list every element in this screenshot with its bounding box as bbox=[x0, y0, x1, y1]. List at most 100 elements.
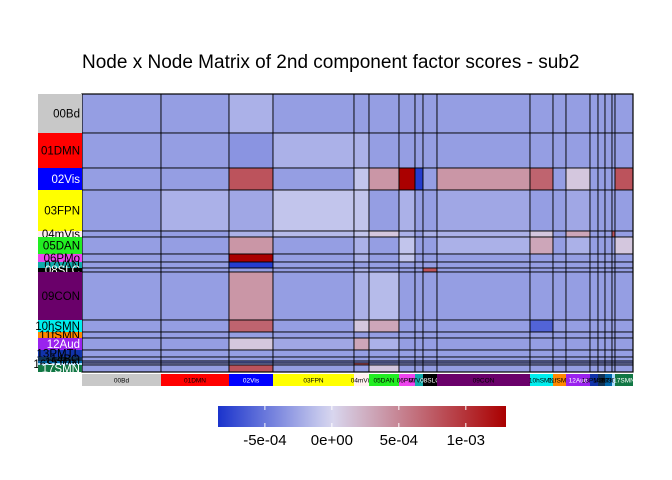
heatmap-cell bbox=[81, 319, 162, 333]
row-label-swatch bbox=[38, 268, 82, 272]
heatmap-cell bbox=[81, 364, 162, 373]
row-label: 12Aud bbox=[47, 339, 80, 351]
column-label: 10hSMN bbox=[529, 378, 555, 385]
heatmap-cell bbox=[436, 253, 531, 263]
column-label: 06PMo bbox=[397, 378, 418, 385]
heatmap-cell bbox=[597, 230, 606, 238]
heatmap-cell bbox=[597, 356, 606, 362]
heatmap-cell bbox=[160, 93, 230, 134]
heatmap-cell bbox=[552, 261, 567, 269]
heatmap-cell bbox=[398, 253, 416, 263]
column-label: 08SLC bbox=[420, 378, 440, 385]
heatmap-cell bbox=[368, 356, 400, 362]
heatmap-cell bbox=[228, 337, 274, 351]
heatmap-cell bbox=[228, 132, 274, 169]
heatmap-cell bbox=[368, 261, 400, 269]
column-label: 16SDMN bbox=[600, 378, 627, 385]
row-label: 17SMN bbox=[42, 364, 80, 376]
heatmap-cell bbox=[422, 132, 438, 169]
heatmap-cell bbox=[436, 261, 531, 269]
heatmap-cell bbox=[529, 319, 554, 333]
colorbar bbox=[218, 406, 506, 427]
row-label-swatch bbox=[38, 320, 82, 332]
row-label: 01DMN bbox=[41, 146, 80, 158]
heatmap-cell bbox=[552, 230, 567, 238]
column-label-swatch bbox=[423, 374, 437, 386]
heatmap-cell bbox=[589, 230, 599, 238]
heatmap-cell bbox=[228, 253, 274, 263]
heatmap-cell bbox=[398, 189, 416, 232]
heatmap-cell bbox=[565, 364, 591, 373]
heatmap-cell bbox=[160, 267, 230, 273]
column-label-swatch bbox=[590, 374, 598, 386]
heatmap-cell bbox=[81, 230, 162, 238]
heatmap-cell bbox=[422, 236, 438, 255]
heatmap-cell bbox=[604, 364, 613, 373]
column-label: 17SMN bbox=[613, 378, 635, 385]
heatmap-cell bbox=[81, 253, 162, 263]
colorbar-tick-label: 1e-03 bbox=[447, 432, 485, 449]
heatmap-cell bbox=[552, 167, 567, 191]
heatmap-cell bbox=[604, 236, 613, 255]
heatmap-cell bbox=[160, 132, 230, 169]
row-label-swatch bbox=[38, 190, 82, 231]
heatmap-cell bbox=[160, 331, 230, 339]
heatmap-cell bbox=[353, 349, 370, 358]
heatmap-cell bbox=[614, 349, 634, 358]
column-label: 15Thal bbox=[599, 378, 619, 385]
heatmap-cell bbox=[398, 93, 416, 134]
heatmap-cell bbox=[81, 271, 162, 321]
heatmap-cell bbox=[604, 337, 613, 351]
heatmap-cell bbox=[353, 189, 370, 232]
heatmap-cell bbox=[353, 261, 370, 269]
heatmap-cell bbox=[552, 349, 567, 358]
heatmap-cell bbox=[398, 337, 416, 351]
heatmap-cell bbox=[565, 271, 591, 321]
heatmap-cell bbox=[414, 167, 424, 191]
heatmap-cell bbox=[398, 236, 416, 255]
heatmap-cell bbox=[565, 319, 591, 333]
heatmap-cell bbox=[272, 236, 355, 255]
heatmap-cell bbox=[353, 93, 370, 134]
heatmap-cell bbox=[565, 349, 591, 358]
heatmap-cell bbox=[604, 189, 613, 232]
heatmap-cell bbox=[552, 189, 567, 232]
heatmap-cell bbox=[368, 271, 400, 321]
heatmap-cell bbox=[436, 331, 531, 339]
heatmap-cell bbox=[597, 349, 606, 358]
heatmap-cell bbox=[589, 319, 599, 333]
heatmap-cell bbox=[228, 364, 274, 373]
heatmap-cell bbox=[398, 271, 416, 321]
heatmap-cell bbox=[353, 167, 370, 191]
heatmap-cell bbox=[398, 230, 416, 238]
row-label-swatch bbox=[38, 168, 82, 190]
heatmap-cell bbox=[272, 356, 355, 362]
heatmap-cell bbox=[414, 337, 424, 351]
heatmap-cell bbox=[611, 236, 616, 255]
heatmap-cell bbox=[614, 230, 634, 238]
heatmap-cell bbox=[611, 319, 616, 333]
heatmap-cell bbox=[611, 364, 616, 373]
column-label: 11fSMN bbox=[548, 378, 571, 385]
heatmap-cell bbox=[597, 267, 606, 273]
column-label: 09CON bbox=[473, 378, 495, 385]
heatmap-cell bbox=[436, 93, 531, 134]
heatmap-cell bbox=[160, 261, 230, 269]
heatmap-cell bbox=[81, 337, 162, 351]
heatmap-cell bbox=[552, 356, 567, 362]
heatmap-cell bbox=[589, 337, 599, 351]
heatmap-cell bbox=[565, 230, 591, 238]
heatmap-cell bbox=[272, 337, 355, 351]
heatmap-cell bbox=[597, 132, 606, 169]
heatmap-cell bbox=[565, 261, 591, 269]
heatmap-cell bbox=[552, 132, 567, 169]
heatmap-cell bbox=[422, 261, 438, 269]
heatmap-cell bbox=[614, 271, 634, 321]
heatmap-cell bbox=[398, 356, 416, 362]
row-label: 09CON bbox=[42, 291, 80, 303]
heatmap-cell bbox=[529, 349, 554, 358]
heatmap-cell bbox=[614, 253, 634, 263]
heatmap-cell bbox=[81, 189, 162, 232]
heatmap-cell bbox=[272, 167, 355, 191]
